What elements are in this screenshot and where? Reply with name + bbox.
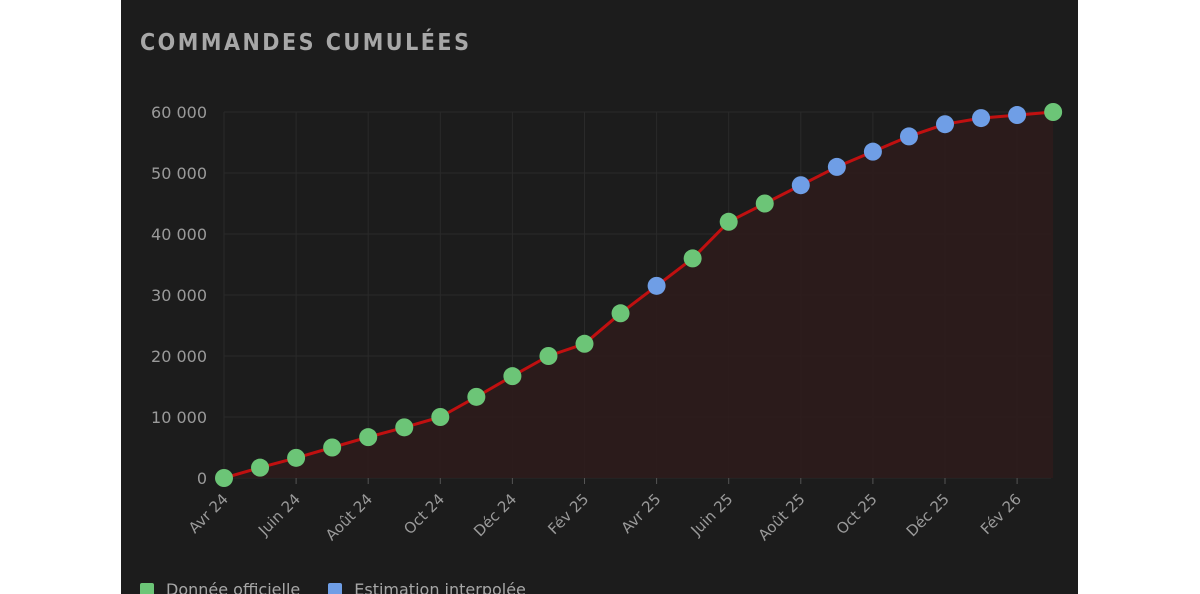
legend-item-official[interactable]: Donnée officielle [140,580,300,594]
data-point-official[interactable] [503,367,522,386]
y-tick-label: 60 000 [151,103,207,122]
data-point-official[interactable] [683,249,702,268]
data-point-estimated[interactable] [972,109,991,128]
data-point-estimated[interactable] [791,176,810,195]
chart-title: COMMANDES CUMULÉES [140,30,472,56]
area-fill [224,112,1054,478]
data-point-estimated[interactable] [936,115,954,134]
data-point-official[interactable] [755,194,774,213]
data-point-official[interactable] [575,334,594,353]
data-point-official[interactable] [1044,103,1063,121]
y-tick-label: 50 000 [151,164,207,183]
x-tick-label: Déc 24 [470,490,520,540]
x-tick-label: Juin 24 [254,490,304,540]
x-tick-label: Avr 24 [185,490,232,537]
x-tick-label: Juin 25 [687,490,737,540]
y-axis-ticks: 0 10 000 20 000 30 000 40 000 50 000 60 000 [151,103,207,488]
data-point-official[interactable] [359,428,378,447]
data-point-official[interactable] [251,458,270,477]
y-tick-label: 0 [197,469,207,488]
chart-panel: COMMANDES CUMULÉES 0 10 000 20 000 30 000 40… [121,0,1078,594]
x-tick-label: Oct 24 [400,490,448,538]
data-point-estimated[interactable] [647,276,666,295]
legend-item-estimated[interactable]: Estimation interpolée [328,580,526,594]
legend-label-estimated: Estimation interpolée [354,580,526,594]
x-tick-label: Août 24 [322,490,376,544]
x-axis-ticks: Avr 24 Juin 24 Août 24 Oct 24 Déc 24 Fév 25 Av… [185,490,1025,544]
data-point-official[interactable] [539,347,558,365]
x-tick-label: Août 25 [755,490,809,544]
x-tick-label: Fév 25 [544,490,592,538]
data-point-official[interactable] [323,438,342,457]
legend-swatch-estimated [328,582,343,594]
legend-swatch-official [140,582,154,594]
data-point-official[interactable] [215,469,233,487]
y-tick-label: 20 000 [151,347,207,366]
data-point-estimated[interactable] [899,127,918,146]
data-point-official[interactable] [719,212,738,231]
y-tick-label: 30 000 [151,286,207,305]
data-point-official[interactable] [467,387,486,406]
x-tick-label: Avr 25 [618,490,665,537]
x-tick-label: Déc 25 [903,490,953,540]
y-tick-label: 10 000 [151,408,207,427]
data-point-estimated[interactable] [863,142,882,161]
y-tick-label: 40 000 [151,225,207,244]
legend-label-official: Donnée officielle [166,580,301,594]
cumulative-orders-chart: 0 10 000 20 000 30 000 40 000 50 000 60 000 Av… [151,103,1063,544]
data-points [215,103,1063,487]
x-tick-label: Oct 25 [833,490,881,538]
data-point-estimated[interactable] [827,157,846,176]
data-point-official[interactable] [287,448,306,467]
legend: Donnée officielle Estimation interpolée [140,580,526,594]
data-point-official[interactable] [431,408,450,426]
data-point-estimated[interactable] [1008,106,1027,125]
data-point-official[interactable] [611,304,630,323]
data-point-official[interactable] [395,418,414,437]
x-tick-label: Fév 26 [977,490,1025,538]
